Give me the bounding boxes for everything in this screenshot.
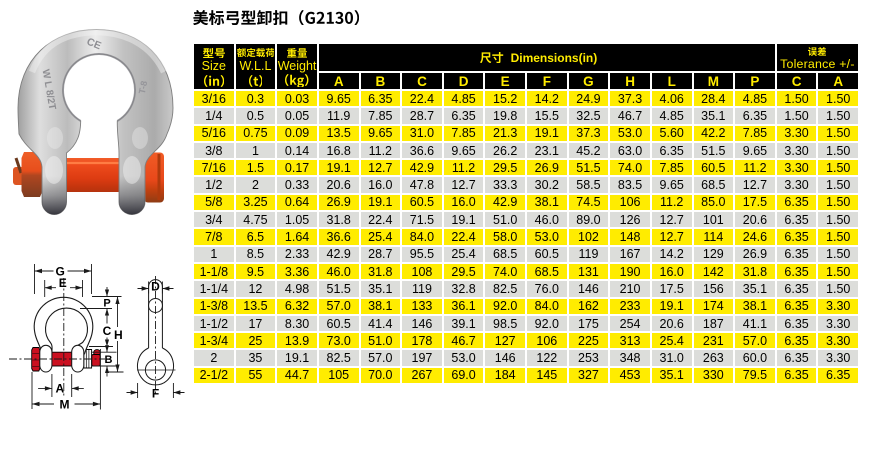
- svg-text:C: C: [103, 324, 112, 338]
- svg-text:G: G: [56, 264, 65, 278]
- svg-text:M: M: [60, 398, 70, 412]
- svg-text:P: P: [103, 298, 110, 310]
- svg-text:B: B: [105, 354, 113, 366]
- svg-text:F: F: [152, 387, 159, 401]
- svg-text:A: A: [55, 382, 64, 396]
- svg-text:CE: CE: [85, 36, 103, 53]
- svg-text:T-8: T-8: [137, 80, 149, 95]
- svg-text:D: D: [151, 280, 160, 294]
- svg-text:H: H: [114, 328, 123, 342]
- svg-text:E: E: [59, 276, 67, 290]
